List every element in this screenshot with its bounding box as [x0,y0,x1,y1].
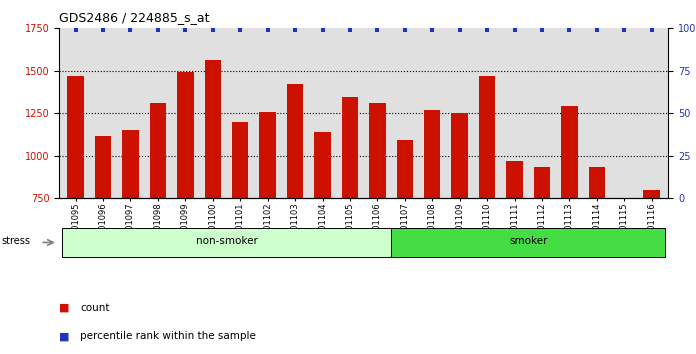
Text: count: count [80,303,109,313]
Bar [122,130,139,198]
Bar [424,110,441,198]
Text: GDS2486 / 224885_s_at: GDS2486 / 224885_s_at [59,11,209,24]
Bar [260,113,276,198]
Bar [232,122,248,198]
Bar [452,113,468,198]
Text: ■: ■ [59,303,70,313]
Text: ■: ■ [59,331,70,341]
Bar [205,60,221,198]
Bar [534,167,551,198]
Text: stress: stress [1,236,31,246]
FancyBboxPatch shape [391,228,665,257]
Text: smoker: smoker [509,236,548,246]
Bar [150,103,166,198]
Bar [342,97,358,198]
Bar [95,136,111,198]
Bar [177,73,193,198]
Text: non-smoker: non-smoker [196,236,258,246]
Bar [561,105,578,198]
Bar [589,167,605,198]
Text: percentile rank within the sample: percentile rank within the sample [80,331,256,341]
Bar [506,161,523,198]
Bar [315,132,331,198]
FancyBboxPatch shape [62,228,391,257]
Bar [369,103,386,198]
Bar [479,76,496,198]
Bar [397,141,413,198]
Bar [68,76,84,198]
Bar [287,84,303,198]
Bar [644,190,660,198]
